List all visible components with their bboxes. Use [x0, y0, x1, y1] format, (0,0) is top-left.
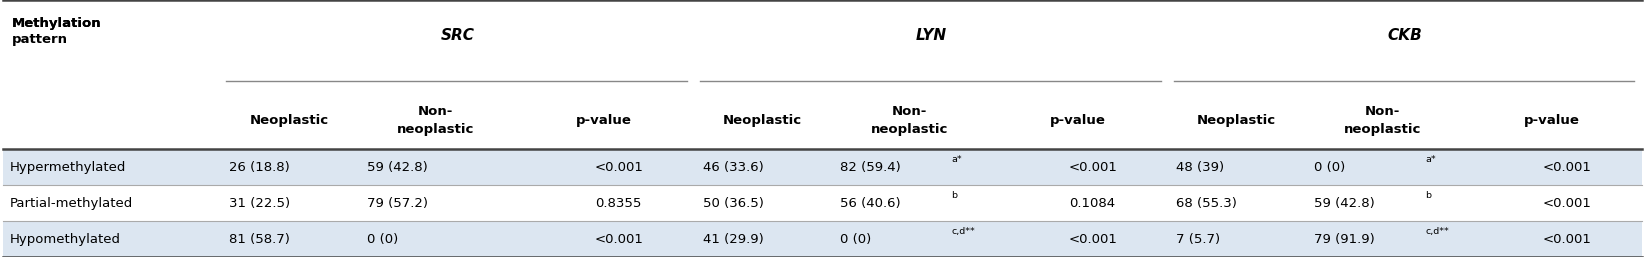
Text: 56 (40.6): 56 (40.6)	[841, 197, 901, 209]
Text: Hypermethylated: Hypermethylated	[10, 161, 127, 173]
Text: c,d**: c,d**	[1425, 227, 1449, 236]
Text: Partial-methylated: Partial-methylated	[10, 197, 133, 209]
Bar	[3, 221, 1642, 257]
Text: 7 (5.7): 7 (5.7)	[1176, 233, 1221, 245]
Text: CKB: CKB	[1387, 28, 1423, 43]
Bar	[3, 93, 1642, 149]
Text: 0.1084: 0.1084	[1069, 197, 1115, 209]
Text: <0.001: <0.001	[1069, 161, 1117, 173]
Text: 0 (0): 0 (0)	[1314, 161, 1346, 173]
Bar	[3, 185, 1642, 221]
Text: 48 (39): 48 (39)	[1176, 161, 1224, 173]
Text: b: b	[951, 191, 957, 200]
Text: 50 (36.5): 50 (36.5)	[702, 197, 763, 209]
Text: 79 (91.9): 79 (91.9)	[1314, 233, 1375, 245]
Text: LYN: LYN	[916, 28, 948, 43]
Bar	[3, 0, 1642, 93]
Text: 26 (18.8): 26 (18.8)	[229, 161, 290, 173]
Text: a*: a*	[1425, 155, 1436, 164]
Text: <0.001: <0.001	[1543, 233, 1591, 245]
Text: 31 (22.5): 31 (22.5)	[229, 197, 290, 209]
Text: neoplastic: neoplastic	[870, 123, 948, 136]
Text: Non-: Non-	[892, 105, 926, 118]
Text: Hypomethylated: Hypomethylated	[10, 233, 120, 245]
Text: b: b	[1425, 191, 1431, 200]
Text: 59 (42.8): 59 (42.8)	[367, 161, 428, 173]
Bar	[3, 149, 1642, 185]
Text: c,d**: c,d**	[951, 227, 975, 236]
Text: neoplastic: neoplastic	[396, 123, 474, 136]
Text: 46 (33.6): 46 (33.6)	[702, 161, 763, 173]
Text: <0.001: <0.001	[595, 161, 643, 173]
Text: Neoplastic: Neoplastic	[250, 114, 329, 127]
Text: 68 (55.3): 68 (55.3)	[1176, 197, 1237, 209]
Text: 0.8355: 0.8355	[595, 197, 642, 209]
Text: 0 (0): 0 (0)	[841, 233, 872, 245]
Text: 82 (59.4): 82 (59.4)	[841, 161, 901, 173]
Text: <0.001: <0.001	[595, 233, 643, 245]
Text: 0 (0): 0 (0)	[367, 233, 398, 245]
Text: <0.001: <0.001	[1543, 161, 1591, 173]
Text: a*: a*	[951, 155, 962, 164]
Text: SRC: SRC	[441, 28, 475, 43]
Text: Neoplastic: Neoplastic	[1196, 114, 1277, 127]
Text: <0.001: <0.001	[1543, 197, 1591, 209]
Text: p-value: p-value	[1523, 114, 1579, 127]
Text: Neoplastic: Neoplastic	[724, 114, 803, 127]
Text: 41 (29.9): 41 (29.9)	[702, 233, 763, 245]
Text: p-value: p-value	[1050, 114, 1105, 127]
Text: p-value: p-value	[576, 114, 632, 127]
Text: Non-: Non-	[418, 105, 452, 118]
Text: neoplastic: neoplastic	[1344, 123, 1421, 136]
Text: 79 (57.2): 79 (57.2)	[367, 197, 428, 209]
Text: <0.001: <0.001	[1069, 233, 1117, 245]
Text: Methylation: Methylation	[12, 17, 100, 30]
Text: 59 (42.8): 59 (42.8)	[1314, 197, 1375, 209]
Text: Methylation
pattern: Methylation pattern	[12, 17, 100, 46]
Text: 81 (58.7): 81 (58.7)	[229, 233, 290, 245]
Text: Non-: Non-	[1365, 105, 1400, 118]
